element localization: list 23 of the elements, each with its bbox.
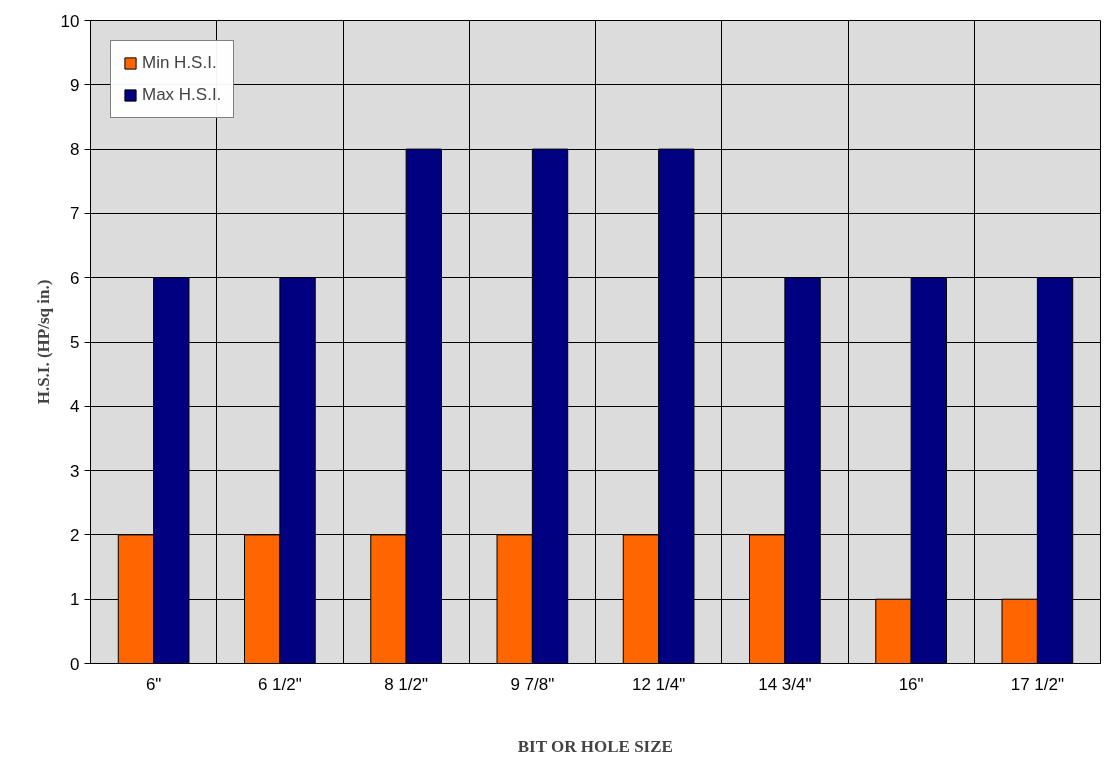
x-axis-title: BIT OR HOLE SIZE (517, 736, 673, 756)
y-tick-label: 7 (70, 204, 80, 224)
x-tick-label: 12 1/4" (631, 674, 686, 694)
legend-label: Max H.S.I. (142, 85, 222, 105)
y-tick-label: 2 (70, 525, 80, 545)
y-tick-label: 3 (70, 461, 80, 481)
y-tick-label: 0 (70, 654, 80, 674)
x-tick-label: 17 1/2" (1010, 674, 1065, 694)
x-tick-label: 14 3/4" (758, 674, 812, 694)
x-tick-label: 6" (145, 674, 162, 694)
y-tick-label: 6 (70, 268, 80, 288)
y-tick-label: 8 (70, 140, 80, 160)
y-tick-label: 9 (70, 75, 80, 95)
y-tick-label: 4 (70, 397, 80, 417)
y-tick-label: 5 (70, 333, 80, 352)
y-tick-label: 1 (70, 590, 80, 610)
x-tick-label: 16" (898, 674, 924, 694)
y-axis-title: H.S.I. (HP/sq in.) (33, 279, 53, 405)
y-tick-label: 10 (60, 11, 80, 31)
x-tick-label: 6 1/2" (257, 674, 302, 694)
x-tick-label: 8 1/2" (384, 674, 429, 694)
legend-label: Min H.S.I. (142, 53, 217, 73)
x-tick-label: 9 7/8" (510, 674, 555, 694)
